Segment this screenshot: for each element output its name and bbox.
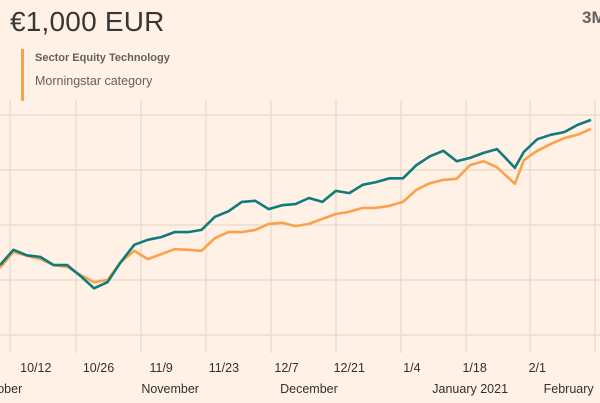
x-month-label: December [280,382,338,396]
legend-series-name: Sector Equity Technology [35,52,170,64]
x-tick-label: 10/26 [83,361,114,375]
x-tick-label: 12/21 [334,361,365,375]
x-tick-label: 11/9 [149,361,172,375]
x-month-label: October [0,382,22,396]
series-line-category [0,127,592,284]
x-tick-label: 2/1 [529,361,546,375]
range-3m-button[interactable]: 3M [582,8,600,27]
x-tick-label: 10/12 [20,361,51,375]
x-tick-label: 1/18 [462,361,486,375]
x-tick-label: 11/23 [209,361,239,375]
x-month-label: February [544,382,595,396]
x-month-label: January 2021 [432,382,508,396]
chart-title: €1,000 EUR [10,6,165,37]
x-month-label: November [141,382,199,396]
legend-swatch-category [21,49,24,101]
x-tick-label: 1/4 [403,361,420,375]
series-line-fund [0,118,592,290]
legend-series-subtitle: Morningstar category [35,74,153,88]
x-tick-label: 12/7 [274,361,298,375]
